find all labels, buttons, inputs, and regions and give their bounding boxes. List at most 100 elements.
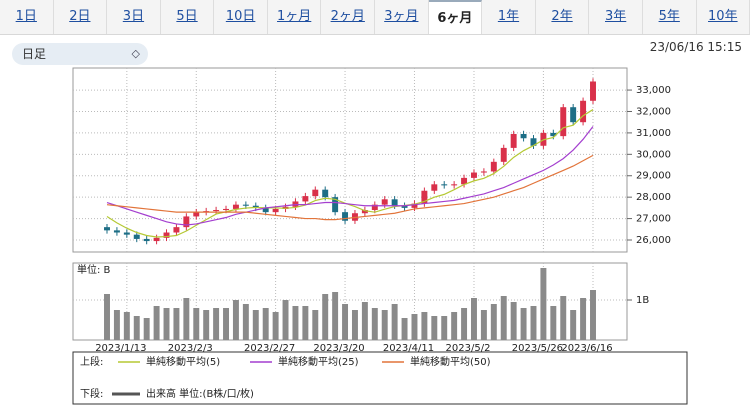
y-tick-label: 30,000 xyxy=(636,149,671,160)
period-tab[interactable]: 2年 xyxy=(536,0,590,34)
volume-bar xyxy=(322,294,329,340)
volume-bar xyxy=(441,316,448,340)
period-tab[interactable]: 3日 xyxy=(107,0,161,34)
y-tick-label: 32,000 xyxy=(636,106,671,117)
candle-body xyxy=(431,184,438,191)
candle-body xyxy=(113,230,120,233)
candle-body xyxy=(272,208,279,213)
candle-body xyxy=(500,147,507,162)
volume-bar xyxy=(431,316,438,340)
volume-bar xyxy=(292,306,299,340)
period-tab[interactable]: 3ヶ月 xyxy=(375,0,429,34)
volume-bar xyxy=(302,306,309,340)
volume-bar xyxy=(163,308,170,340)
volume-bar xyxy=(332,292,339,340)
period-tab[interactable]: 5日 xyxy=(161,0,215,34)
volume-bar xyxy=(173,308,180,340)
interval-select[interactable]: 日足 ◇ xyxy=(12,43,148,65)
candle-body xyxy=(381,199,388,205)
select-arrow: ◇ xyxy=(131,47,140,60)
candle-body xyxy=(580,100,587,123)
candle-body xyxy=(252,205,259,208)
candle-body xyxy=(490,161,497,172)
candle-body xyxy=(223,208,229,211)
legend-label: 単純移動平均(5) xyxy=(146,355,220,368)
candle-body xyxy=(322,189,329,198)
x-tick-label: 2023/3/20 xyxy=(313,343,364,354)
volume-bar xyxy=(153,306,160,340)
volume-bar xyxy=(203,310,210,340)
period-tab[interactable]: 1日 xyxy=(0,0,54,34)
volume-bar xyxy=(242,304,249,340)
candle-body xyxy=(411,203,418,208)
volume-bar xyxy=(520,308,527,340)
y-tick-label: 27,000 xyxy=(636,214,671,225)
volume-bar xyxy=(530,306,537,340)
candle-body xyxy=(163,232,170,238)
moving-average-line xyxy=(106,126,594,226)
volume-bar xyxy=(510,302,517,340)
candle-body xyxy=(401,205,408,208)
x-tick-label: 2023/1/13 xyxy=(95,343,146,354)
volume-bar xyxy=(361,302,368,340)
period-tab[interactable]: 1年 xyxy=(482,0,536,34)
volume-bar xyxy=(570,310,577,340)
volume-bar xyxy=(143,318,150,340)
volume-bar xyxy=(500,296,507,340)
period-tab[interactable]: 1ヶ月 xyxy=(268,0,322,34)
volume-bar xyxy=(590,290,596,340)
volume-bar xyxy=(401,318,408,340)
volume-bar xyxy=(461,308,468,340)
candle-body xyxy=(480,171,487,173)
candle-body xyxy=(421,190,428,204)
volume-bar xyxy=(391,304,398,340)
volume-bar xyxy=(371,308,378,340)
volume-bar xyxy=(133,316,140,340)
select-text: 日足 xyxy=(22,47,47,61)
volume-bar xyxy=(580,298,587,340)
y-tick-label: 26,000 xyxy=(636,235,671,246)
candle-body xyxy=(510,133,517,148)
x-tick-label: 2023/5/26 xyxy=(512,343,563,354)
x-tick-label: 2023/5/2 xyxy=(446,343,491,354)
candle-body xyxy=(520,133,527,139)
period-tab[interactable]: 2ヶ月 xyxy=(321,0,376,34)
candle-body xyxy=(570,107,577,123)
volume-bar xyxy=(312,310,319,340)
period-tab[interactable]: 5年 xyxy=(643,0,697,34)
candle-body xyxy=(451,184,458,186)
volume-bar xyxy=(411,314,418,340)
candle-body xyxy=(441,184,448,186)
legend-box xyxy=(72,351,688,405)
x-tick-label: 2023/2/3 xyxy=(168,343,213,354)
candle-body xyxy=(262,207,269,213)
volume-bar xyxy=(471,298,477,340)
y-tick-label: 29,000 xyxy=(636,171,671,182)
candle-body xyxy=(530,138,537,146)
moving-average-line xyxy=(106,154,594,221)
volume-bar xyxy=(262,308,269,340)
candle-body xyxy=(213,210,220,212)
volume-bar xyxy=(113,310,120,340)
period-tab[interactable]: 6ヶ月 xyxy=(428,0,483,34)
period-tab[interactable]: 2日 xyxy=(54,0,108,34)
candle-body xyxy=(123,232,130,235)
candle-body xyxy=(560,107,567,137)
volume-bar xyxy=(381,310,388,340)
volume-bar xyxy=(104,294,110,340)
volume-bar xyxy=(123,312,130,340)
candle-body xyxy=(312,189,319,197)
volume-bar xyxy=(342,304,349,340)
candle-body xyxy=(371,204,378,211)
volume-unit: 単位: B xyxy=(77,263,111,276)
volume-bar xyxy=(183,298,190,340)
volume-bar xyxy=(421,312,428,340)
candle-body xyxy=(302,196,309,202)
period-tab[interactable]: 10日 xyxy=(214,0,268,34)
period-tab[interactable]: 3年 xyxy=(589,0,643,34)
volume-bar xyxy=(451,312,458,340)
candle-body xyxy=(391,199,398,206)
legend-label: 出来高 単位:(B株/口/枚) xyxy=(146,387,254,400)
candle-body xyxy=(153,237,160,242)
